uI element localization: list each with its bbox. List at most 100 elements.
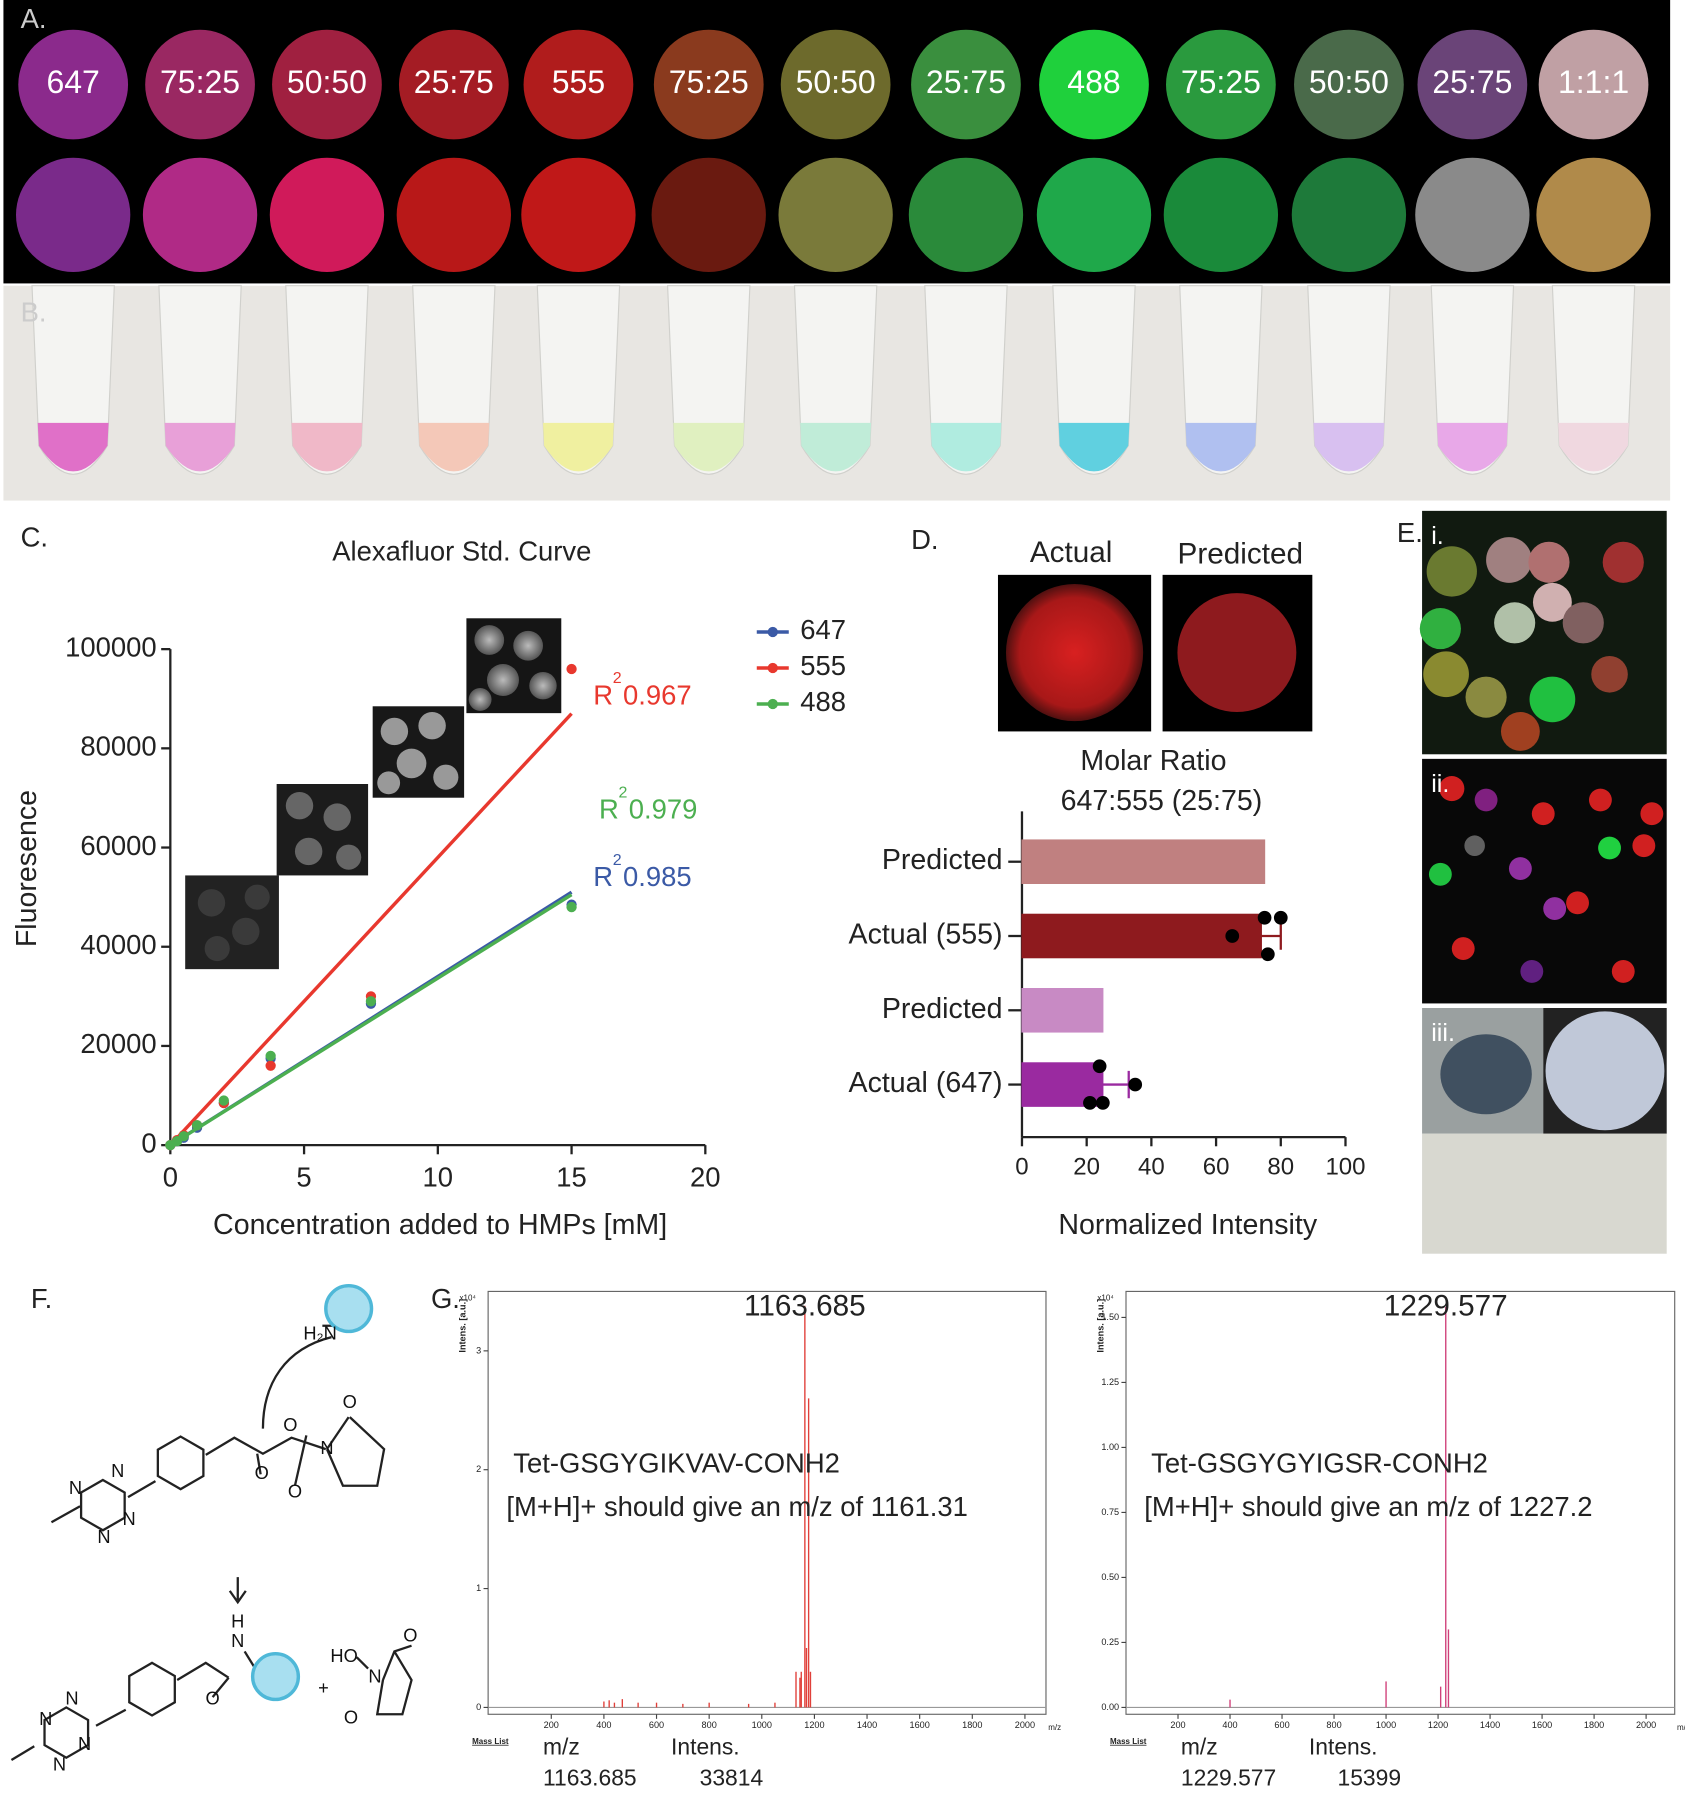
bead [1036,157,1152,272]
x-axis-label: m/z [1048,1723,1061,1732]
photo-field [1545,1011,1665,1131]
bead [16,157,131,272]
r2-value: 0.979 [629,794,698,825]
category-label: Actual (555) [849,919,1003,951]
atom-label: N [320,1437,333,1458]
atom-label: N [69,1477,82,1498]
fit-line [169,712,573,1147]
inset-beads [377,712,459,795]
content: A. B. C. D. E. F. G. 647 75:25 50:50 25:75 555 75:25… [11,3,1685,1791]
micrograph-label: i. [1431,522,1444,550]
peak-label: 1229.577 [1384,1289,1508,1322]
data-point [191,1120,203,1131]
bead-label: 647 [46,64,99,100]
data-point [265,1060,276,1071]
tube-liquid [164,422,236,472]
bead [398,29,509,140]
image-title: Actual [1030,536,1113,569]
chart-title: Molar Ratio [1080,745,1226,777]
y-tick-label: 1 [476,1583,481,1593]
insets [185,618,562,970]
bead-label: 50:50 [287,64,367,100]
actual-bead [1005,584,1144,722]
mass-list-header: Intens. [671,1734,740,1760]
bead [1536,157,1651,272]
x-tick-label: 5 [296,1162,311,1193]
micrograph-label: iii. [1431,1019,1455,1047]
tube-liquid [1058,422,1130,472]
mass-list-title: Mass List [1110,1737,1147,1746]
replicate-point [1095,1096,1110,1110]
y-tick-label: 80000 [80,731,156,762]
atom-label: O [343,1391,357,1412]
inset-beads [468,625,557,711]
x-tick-label: 80 [1267,1153,1294,1180]
bead [142,157,258,272]
replicate-point [1128,1077,1143,1092]
bar [1021,987,1104,1033]
x-tick-label: 2000 [1636,1720,1656,1730]
x-tick-label: 100 [1325,1153,1365,1180]
panel-label: B. [21,297,47,328]
bead-label: 75:25 [669,64,749,100]
r2-exponent: 2 [618,784,627,801]
x-tick-label: 10 [423,1162,454,1193]
panel-label: D. [911,524,938,555]
x-tick-label: 1000 [752,1720,772,1730]
y-tick-label: 2 [476,1464,481,1474]
atom-label: O [206,1687,220,1708]
bead [653,29,764,140]
legend-label: 488 [800,686,846,717]
beads [16,29,1651,272]
bead [1417,29,1528,140]
predicted-bead [1177,593,1297,712]
mass-list-title: Mass List [472,1737,509,1746]
bead [18,29,129,140]
x-tick-label: 20 [1073,1153,1100,1180]
error-bar [1261,922,1282,950]
bead-label: 555 [552,64,605,100]
y-tick-label: 1.00 [1101,1442,1119,1452]
ring [128,1661,176,1717]
data-point [566,663,577,675]
micrograph-i-beads [1419,537,1644,751]
bead [651,157,766,272]
bead [1294,29,1404,140]
bar [1021,913,1262,959]
x-tick-label: 1400 [857,1720,877,1730]
atom-label: N [97,1526,110,1547]
replicate-point [1225,929,1240,943]
legend-marker [767,698,778,710]
tube-liquid [800,422,872,472]
mass-list-value: 33814 [700,1764,764,1790]
r2-value: 0.985 [623,861,692,892]
atom-label: O [255,1462,269,1483]
x-tick-label: 1600 [1532,1720,1552,1730]
ring [43,1706,90,1760]
panel-label: C. [21,522,48,553]
atom-label: N [53,1754,66,1775]
ring [156,1435,205,1491]
annotation: Tet-GSGYGIKVAV-CONH2 [513,1447,840,1478]
bead [911,29,1021,140]
tube-liquid [1185,422,1257,472]
tube-liquid [291,422,363,472]
tube-liquid [542,422,614,472]
data-point [178,1131,189,1142]
x-tick-label: 40 [1138,1153,1165,1180]
bead [778,157,893,272]
mass-list-value: 1229.577 [1181,1764,1276,1790]
x-tick-label: 1600 [910,1720,930,1730]
bead-label: 25:75 [414,64,494,100]
tube-liquid [1558,422,1629,472]
plot-frame [487,1290,1047,1715]
bond [50,1416,386,1524]
x-tick-label: 800 [702,1720,717,1730]
x-tick-label: 1200 [1428,1720,1448,1730]
r2-symbol: R [593,861,613,892]
panel-label: E. [1397,517,1423,548]
panel-label: A. [21,3,47,34]
r2-exponent: 2 [613,852,622,869]
bead-label: 50:50 [796,64,876,100]
bead [521,157,636,272]
